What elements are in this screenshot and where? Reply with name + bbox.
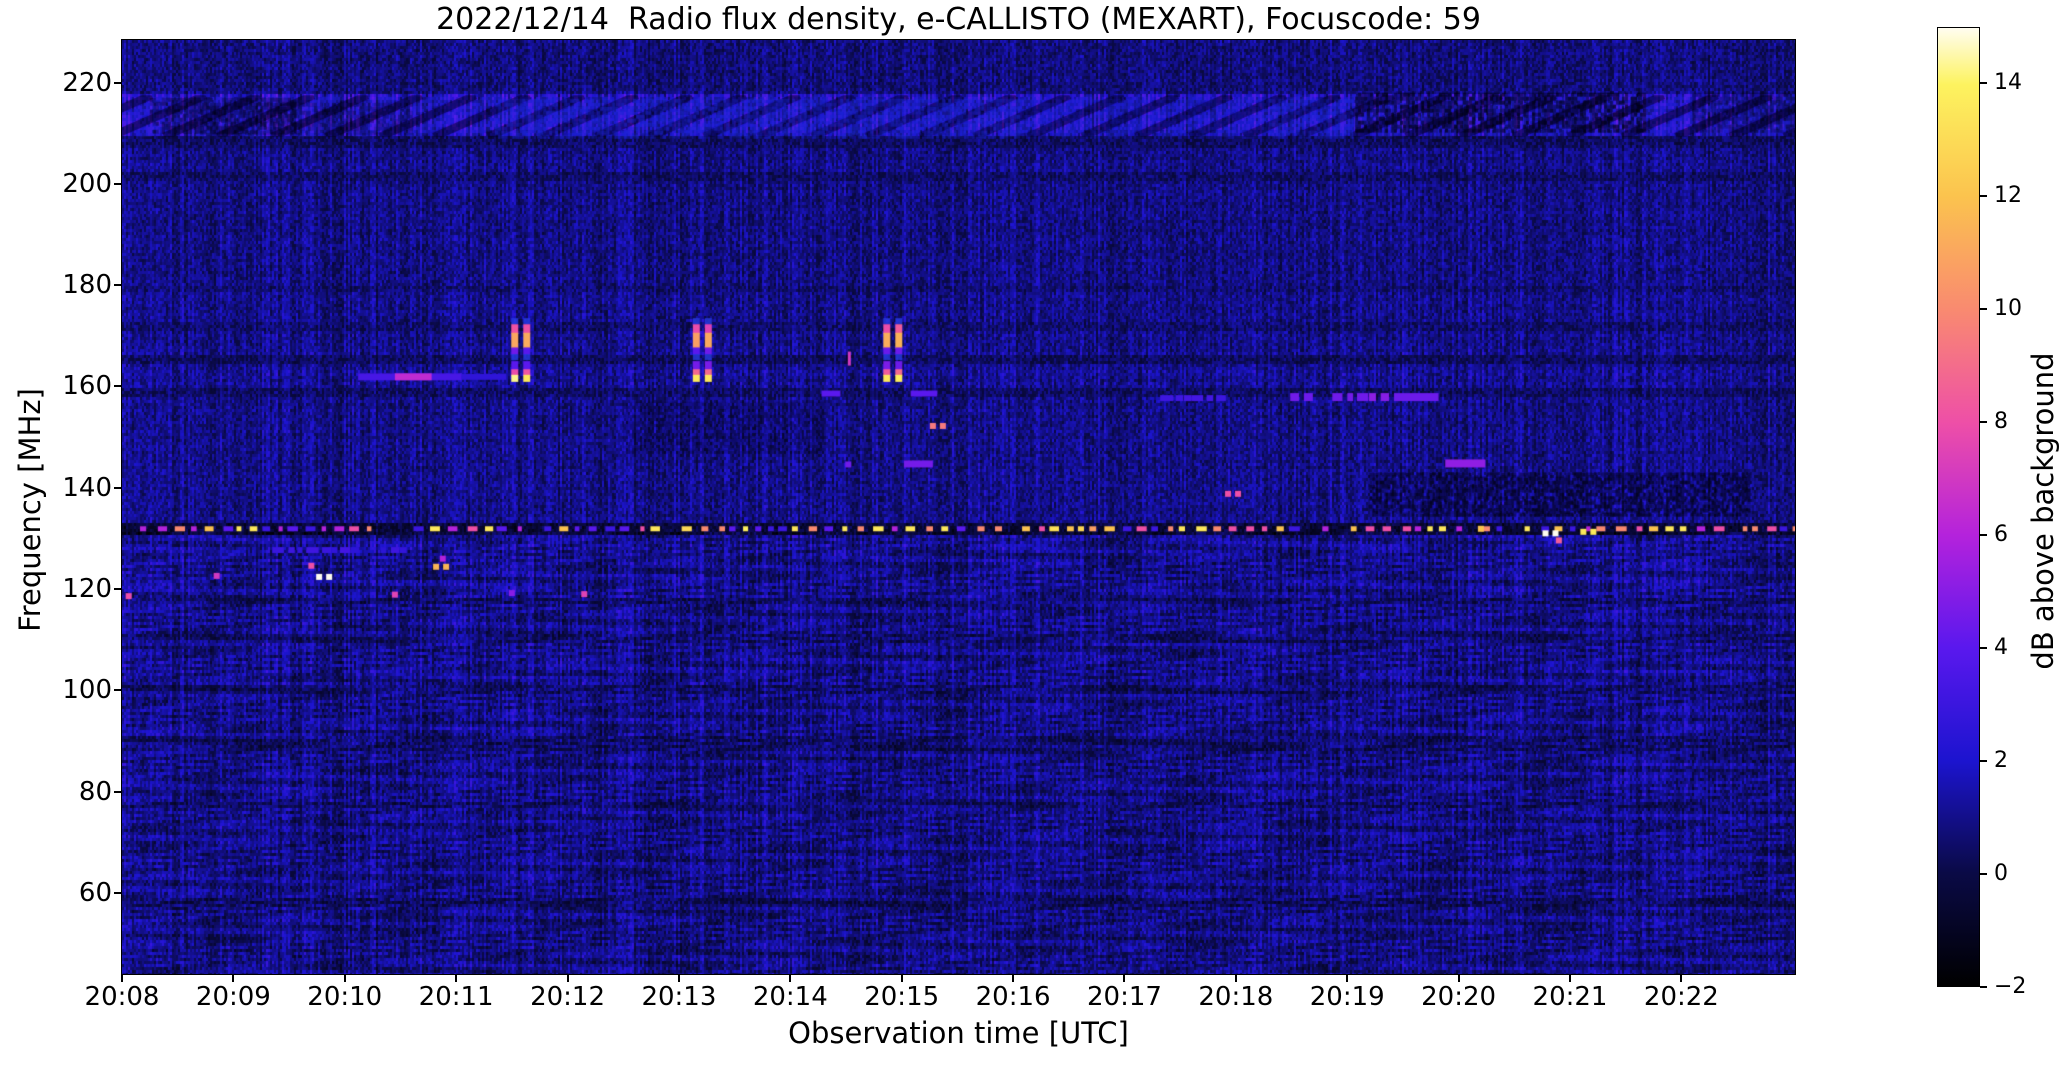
- x-tick-label: 20:22: [1643, 982, 1719, 1012]
- x-tick-label: 20:17: [1086, 982, 1162, 1012]
- colorbar-tick-mark: [1980, 760, 1987, 763]
- y-tick-mark: [114, 182, 122, 185]
- x-tick-mark: [121, 974, 123, 982]
- x-tick-mark: [455, 974, 458, 982]
- spectrogram-canvas: [122, 40, 1795, 974]
- x-tick-mark: [232, 974, 235, 982]
- y-tick-label: 60: [78, 877, 112, 908]
- y-tick-label: 100: [62, 675, 112, 706]
- colorbar-tick-mark: [1980, 986, 1987, 988]
- x-tick-label: 20:09: [195, 982, 271, 1012]
- x-tick-mark: [789, 974, 792, 982]
- colorbar-tick-mark: [1980, 82, 1987, 85]
- y-tick-label: 140: [62, 472, 112, 503]
- colorbar-tick-label: 14: [1994, 70, 2022, 96]
- colorbar-gradient: [1938, 28, 1979, 986]
- y-tick-mark: [114, 891, 122, 894]
- y-tick-label: 80: [78, 776, 112, 807]
- x-tick-label: 20:10: [307, 982, 383, 1012]
- colorbar-tick-mark: [1980, 421, 1987, 424]
- y-tick-mark: [114, 284, 122, 287]
- y-tick-mark: [114, 588, 122, 591]
- x-tick-label: 20:13: [641, 982, 717, 1012]
- colorbar-tick-mark: [1980, 647, 1987, 650]
- x-tick-label: 20:14: [752, 982, 828, 1012]
- y-tick-mark: [114, 81, 122, 84]
- x-tick-mark: [1346, 974, 1349, 982]
- colorbar-tick-label: 6: [1994, 522, 2008, 548]
- colorbar-tick-mark: [1980, 195, 1987, 198]
- x-tick-mark: [1457, 974, 1460, 982]
- x-tick-label: 20:11: [418, 982, 494, 1012]
- spectrogram-plot-area: [121, 39, 1796, 975]
- colorbar-tick-label: 12: [1994, 183, 2022, 209]
- colorbar-label: dB above background: [2026, 352, 2060, 670]
- y-tick-label: 160: [62, 371, 112, 402]
- colorbar-tick-label: 0: [1994, 861, 2008, 887]
- colorbar-tick-mark: [1980, 873, 1987, 876]
- y-tick-label: 220: [62, 67, 112, 98]
- colorbar-tick-label: −2: [1994, 974, 2027, 999]
- x-tick-mark: [1123, 974, 1126, 982]
- x-tick-label: 20:21: [1532, 982, 1608, 1012]
- colorbar: [1937, 27, 1980, 987]
- x-tick-mark: [677, 974, 680, 982]
- y-tick-mark: [114, 486, 122, 489]
- x-tick-label: 20:08: [84, 982, 160, 1012]
- colorbar-tick-label: 2: [1994, 748, 2008, 774]
- colorbar-tick-mark: [1980, 534, 1987, 537]
- colorbar-tick-label: 10: [1994, 296, 2022, 322]
- colorbar-tick-mark: [1980, 308, 1987, 311]
- y-tick-mark: [114, 790, 122, 793]
- y-tick-mark: [114, 689, 122, 692]
- y-tick-label: 180: [62, 270, 112, 301]
- x-axis-label: Observation time [UTC]: [788, 1016, 1129, 1050]
- y-tick-label: 200: [62, 168, 112, 199]
- x-tick-label: 20:19: [1309, 982, 1385, 1012]
- x-tick-label: 20:18: [1198, 982, 1274, 1012]
- colorbar-tick-label: 4: [1994, 635, 2008, 661]
- y-tick-mark: [114, 385, 122, 388]
- x-tick-mark: [1012, 974, 1015, 982]
- x-tick-label: 20:12: [530, 982, 605, 1012]
- x-tick-mark: [1234, 974, 1237, 982]
- colorbar-tick-label: 8: [1994, 409, 2008, 435]
- x-tick-label: 20:20: [1421, 982, 1497, 1012]
- x-tick-label: 20:15: [864, 982, 940, 1012]
- x-tick-mark: [1680, 974, 1683, 982]
- x-tick-mark: [900, 974, 903, 982]
- x-tick-mark: [343, 974, 346, 982]
- x-tick-mark: [1569, 974, 1571, 982]
- x-tick-label: 20:16: [975, 982, 1051, 1012]
- y-tick-label: 120: [62, 574, 112, 605]
- chart-title: 2022/12/14 Radio flux density, e-CALLIST…: [436, 2, 1481, 37]
- x-tick-mark: [566, 974, 569, 982]
